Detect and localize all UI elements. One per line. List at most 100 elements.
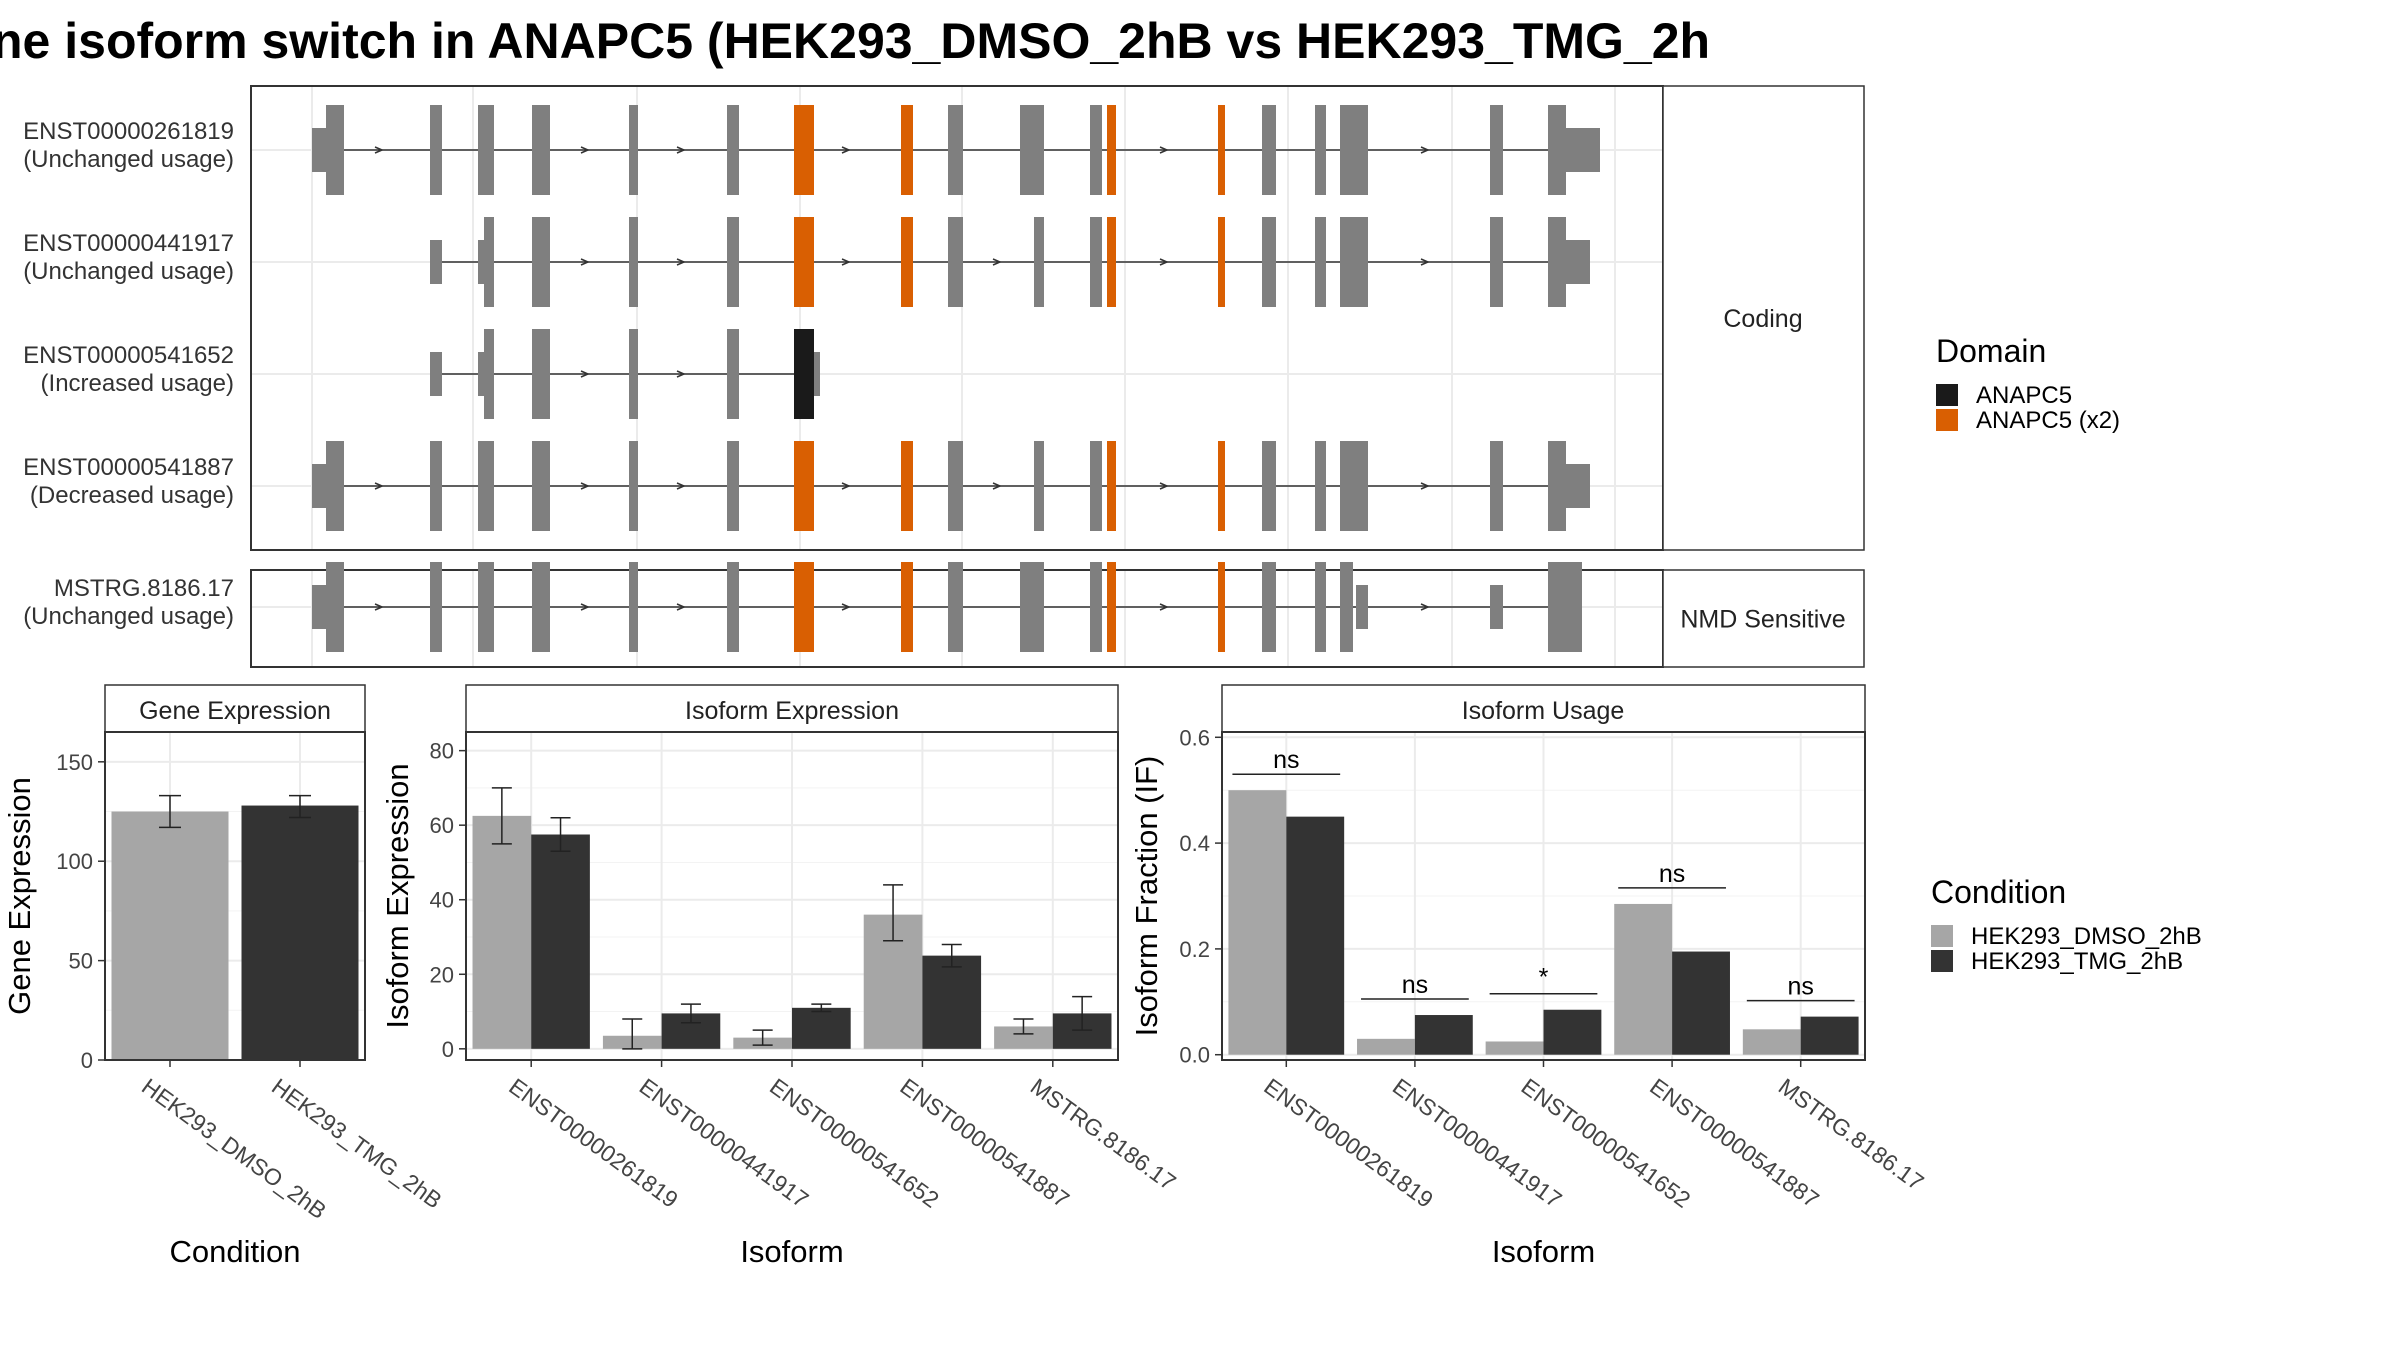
y-tick-label: 150 bbox=[56, 750, 93, 775]
direction-arrow bbox=[841, 603, 851, 611]
coding-exon bbox=[1090, 441, 1102, 531]
expression-charts: Gene Expression050100150HEK293_DMSO_2hBH… bbox=[2, 684, 1929, 1269]
domain-anapc5-x2 bbox=[901, 441, 913, 531]
coding-exon bbox=[1262, 105, 1276, 195]
transcript-row: ENST00000441917(Unchanged usage) bbox=[23, 217, 1590, 307]
coding-exon bbox=[1340, 562, 1353, 652]
domain-anapc5-x2 bbox=[901, 562, 913, 652]
utr-exon bbox=[478, 352, 488, 396]
coding-exon bbox=[629, 217, 638, 307]
condition-legend-swatch bbox=[1931, 950, 1953, 972]
chart-panel-1: Isoform Expression020406080ENST000002618… bbox=[380, 684, 1181, 1269]
x-axis-title: Isoform bbox=[1492, 1234, 1595, 1269]
utr-exon bbox=[1566, 464, 1590, 508]
coding-exon bbox=[1262, 441, 1276, 531]
transcript-id-label: ENST00000261819 bbox=[23, 118, 234, 145]
group-strip-label: NMD Sensitive bbox=[1680, 606, 1845, 634]
direction-arrow bbox=[1420, 146, 1430, 154]
y-tick-label: 0 bbox=[442, 1037, 454, 1062]
bar bbox=[472, 815, 532, 1049]
direction-arrow bbox=[841, 146, 851, 154]
utr-exon bbox=[1566, 128, 1600, 172]
coding-exon bbox=[532, 562, 550, 652]
coding-exon bbox=[1020, 105, 1044, 195]
chart-title: Gene Expression bbox=[139, 697, 331, 725]
coding-exon bbox=[1034, 217, 1044, 307]
coding-exon bbox=[326, 441, 344, 531]
domain-anapc5-x2 bbox=[1218, 562, 1225, 652]
significance-label: ns bbox=[1402, 971, 1428, 999]
coding-exon bbox=[1090, 217, 1102, 307]
domain-anapc5-x2 bbox=[1107, 441, 1116, 531]
direction-arrow bbox=[841, 258, 851, 266]
bar bbox=[111, 811, 229, 1060]
coding-exon bbox=[727, 105, 739, 195]
bar bbox=[1286, 816, 1345, 1055]
coding-exon bbox=[484, 329, 494, 419]
coding-exon bbox=[948, 562, 963, 652]
direction-arrow bbox=[374, 603, 384, 611]
chart-plot-border bbox=[104, 731, 366, 1061]
y-tick-label: 80 bbox=[430, 739, 454, 764]
transcript-id-label: MSTRG.8186.17 bbox=[54, 575, 234, 602]
y-tick-label: 0.2 bbox=[1179, 937, 1210, 962]
transcript-usage-label: (Unchanged usage) bbox=[23, 146, 234, 173]
bar bbox=[1485, 1041, 1544, 1055]
coding-exon bbox=[430, 441, 442, 531]
coding-exon bbox=[1340, 217, 1368, 307]
transcript-usage-label: (Unchanged usage) bbox=[23, 258, 234, 285]
y-tick-label: 100 bbox=[56, 849, 93, 874]
chart-title: Isoform Expression bbox=[685, 697, 899, 725]
direction-arrow bbox=[580, 370, 590, 378]
chart-strip bbox=[1221, 684, 1866, 733]
domain-anapc5-x2 bbox=[794, 441, 814, 531]
coding-exon bbox=[1548, 217, 1566, 307]
direction-arrow bbox=[841, 482, 851, 490]
y-tick-label: 50 bbox=[69, 949, 93, 974]
coding-exon bbox=[1490, 105, 1503, 195]
condition-legend-entry-label: HEK293_DMSO_2hB bbox=[1971, 923, 2202, 950]
domain-legend-swatch bbox=[1936, 409, 1958, 431]
direction-arrow bbox=[1159, 482, 1169, 490]
coding-exon bbox=[326, 105, 344, 195]
figure-title: ne isoform switch in ANAPC5 (HEK293_DMSO… bbox=[0, 13, 1710, 69]
domain-anapc5-x2 bbox=[794, 217, 814, 307]
coding-exon bbox=[1490, 441, 1503, 531]
coding-exon bbox=[430, 105, 442, 195]
coding-exon bbox=[948, 217, 963, 307]
coding-exon bbox=[1315, 441, 1326, 531]
direction-arrow bbox=[1420, 603, 1430, 611]
domain-legend-swatch bbox=[1936, 384, 1958, 406]
coding-exon bbox=[1548, 441, 1566, 531]
coding-exon bbox=[1262, 562, 1276, 652]
bar bbox=[1672, 951, 1730, 1055]
y-axis-title: Gene Expression bbox=[2, 777, 37, 1015]
transcript-row: ENST00000541652(Increased usage) bbox=[23, 329, 820, 419]
domain-anapc5-x2 bbox=[1218, 441, 1225, 531]
utr-exon bbox=[430, 352, 442, 396]
y-tick-label: 0.4 bbox=[1179, 831, 1210, 856]
x-axis-title: Isoform bbox=[740, 1234, 843, 1269]
coding-exon bbox=[948, 105, 963, 195]
direction-arrow bbox=[676, 603, 686, 611]
utr-exon bbox=[1566, 240, 1590, 284]
direction-arrow bbox=[1159, 258, 1169, 266]
domain-anapc5-x2 bbox=[901, 217, 913, 307]
y-tick-label: 0.6 bbox=[1179, 725, 1210, 750]
coding-exon bbox=[1262, 217, 1276, 307]
direction-arrow bbox=[374, 482, 384, 490]
x-axis-title: Condition bbox=[170, 1234, 301, 1269]
condition-legend-entry-label: HEK293_TMG_2hB bbox=[1971, 948, 2183, 975]
condition-legend-title: Condition bbox=[1931, 874, 2066, 910]
bar bbox=[1228, 790, 1287, 1055]
significance-label: ns bbox=[1273, 746, 1299, 774]
coding-exon bbox=[1548, 105, 1566, 195]
direction-arrow bbox=[580, 258, 590, 266]
utr-exon bbox=[1362, 585, 1368, 629]
direction-arrow bbox=[992, 258, 1002, 266]
domain-anapc5-x2 bbox=[1218, 105, 1225, 195]
domain-anapc5-x2 bbox=[901, 105, 913, 195]
coding-exon bbox=[1340, 441, 1368, 531]
